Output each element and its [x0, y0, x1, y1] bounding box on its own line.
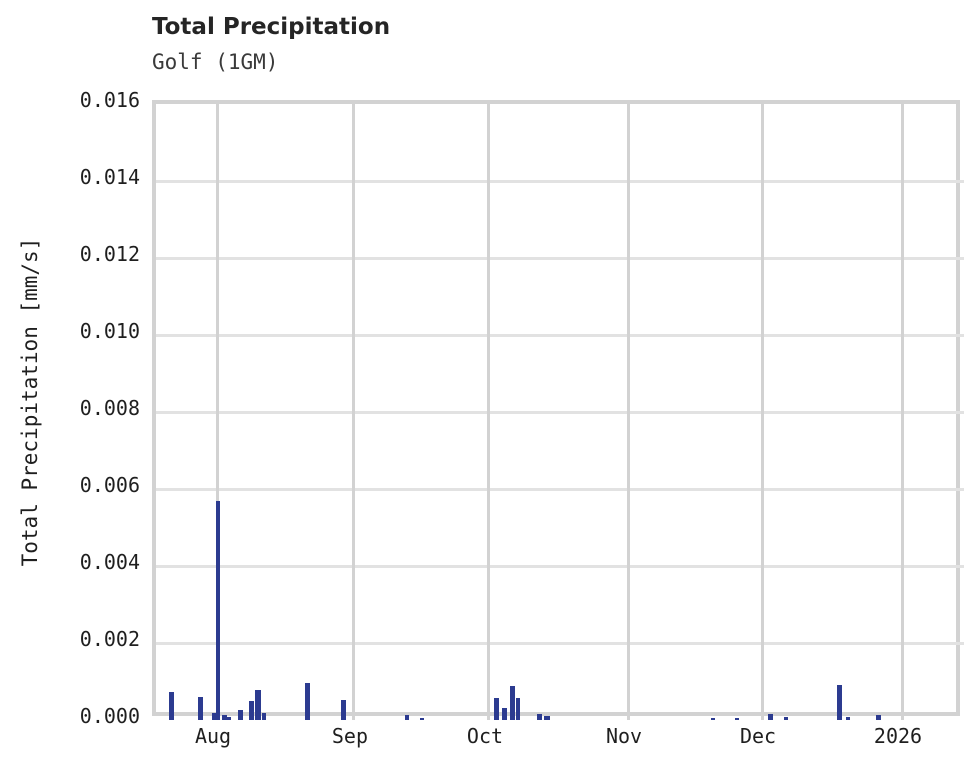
bar [169, 692, 174, 720]
bar [420, 717, 425, 720]
bar [543, 715, 550, 720]
y-tick-label: 0.014 [79, 165, 140, 189]
y-tick-label: 0.016 [79, 88, 140, 112]
gridline-horizontal [156, 410, 964, 414]
gridline-vertical [760, 104, 764, 720]
bar [501, 708, 507, 720]
gridline-horizontal [156, 179, 964, 183]
bar [212, 713, 218, 720]
bar [536, 713, 542, 720]
bar [876, 714, 881, 720]
y-tick-label: 0.012 [79, 242, 140, 266]
bar [711, 717, 716, 720]
y-tick-label: 0.000 [79, 704, 140, 728]
bar [216, 500, 221, 720]
y-axis-tick-labels: 0.000 0.002 0.004 0.006 0.008 0.010 0.012 0.014… [0, 0, 140, 780]
gridline-horizontal [156, 256, 964, 260]
x-tick-label: Oct [466, 724, 504, 748]
gridline-horizontal [156, 487, 964, 491]
gridline-horizontal [156, 333, 964, 337]
x-tick-label: 2026 [873, 724, 923, 748]
bar [405, 715, 410, 720]
bar [254, 689, 262, 720]
bar [340, 699, 346, 720]
x-tick-label: Sep [331, 724, 369, 748]
bar [735, 717, 740, 720]
bar [845, 716, 850, 720]
bar [238, 709, 243, 720]
gridline-vertical [900, 104, 904, 720]
chart-title: Total Precipitation [152, 14, 391, 40]
bar [493, 697, 499, 720]
x-axis-tick-labels: Aug Sep Oct Nov Dec 2026 [0, 724, 980, 764]
gridline-vertical [626, 104, 630, 720]
bar-series [156, 104, 964, 720]
plot-area [152, 100, 964, 720]
x-tick-label: Dec [739, 724, 777, 748]
bar [198, 696, 204, 720]
x-tick-label: Aug [194, 724, 232, 748]
bar [783, 717, 788, 720]
bar [249, 700, 254, 720]
bar [836, 685, 842, 720]
bar [222, 715, 228, 720]
gridline-vertical [487, 104, 491, 720]
x-tick-label: Nov [605, 724, 643, 748]
bar [304, 682, 310, 720]
y-tick-label: 0.006 [79, 473, 140, 497]
bar [515, 698, 520, 720]
bar [262, 713, 267, 720]
y-tick-label: 0.004 [79, 550, 140, 574]
gridline-horizontal [156, 564, 964, 568]
gridline-vertical [352, 104, 356, 720]
chart-subtitle: Golf (1GM) [152, 50, 279, 74]
gridline-horizontal [156, 641, 964, 645]
y-tick-label: 0.002 [79, 627, 140, 651]
gridline-vertical [215, 104, 219, 720]
y-tick-label: 0.010 [79, 319, 140, 343]
y-tick-label: 0.008 [79, 396, 140, 420]
bar [767, 713, 773, 720]
plot-inner [156, 104, 964, 720]
bar [509, 685, 515, 720]
bar [227, 716, 232, 720]
y-axis-title-wrap: Total Precipitation [mm/s] [18, 92, 42, 712]
y-axis-title: Total Precipitation [mm/s] [18, 237, 42, 567]
